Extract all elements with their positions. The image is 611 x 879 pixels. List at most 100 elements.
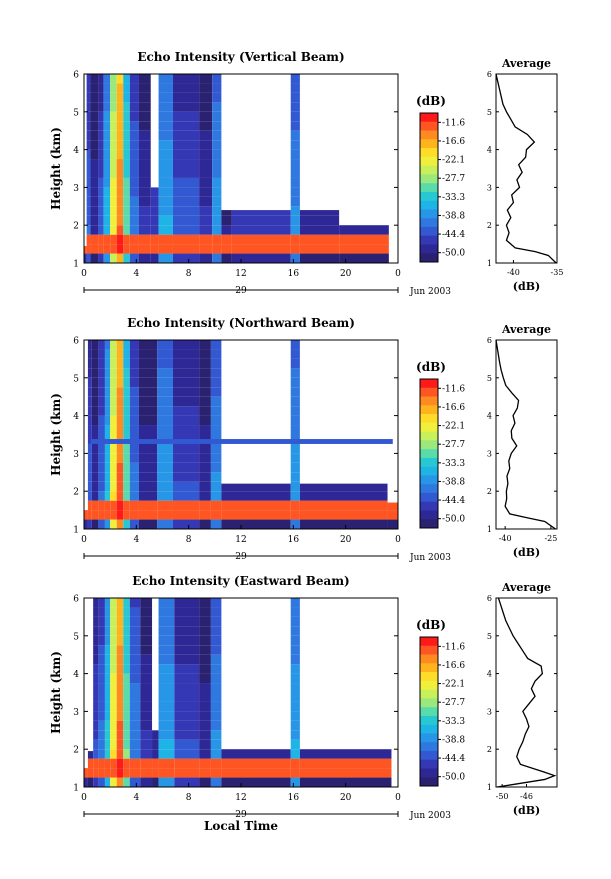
heatmap-cell: [98, 654, 105, 665]
heatmap-cell: [123, 739, 130, 750]
panel-title: Echo Intensity (Eastward Beam): [132, 574, 349, 588]
heatmap-cell: [91, 415, 99, 426]
heatmap-cell: [290, 472, 300, 482]
heatmap-cell: [210, 481, 222, 492]
colorbar-swatch: [420, 777, 438, 787]
heatmap-cell: [98, 768, 105, 778]
heatmap-cell: [174, 777, 200, 787]
heatmap-cell: [290, 510, 300, 520]
heatmap-cell: [157, 472, 173, 482]
heatmap-cell: [172, 406, 200, 416]
heatmap-cell: [110, 349, 117, 359]
heatmap-cell: [158, 253, 173, 263]
heatmap-cell: [138, 519, 158, 529]
heatmap-cell: [158, 83, 173, 93]
heatmap-cell: [116, 739, 124, 750]
heatmap-cell: [212, 159, 222, 169]
heatmap-cell: [158, 654, 175, 665]
heatmap-cell: [123, 83, 130, 93]
heatmap-cell: [138, 368, 158, 378]
heatmap-cell: [98, 396, 105, 407]
heatmap-cell: [199, 425, 211, 435]
heatmap-cell: [86, 130, 91, 141]
colorbar-swatch: [420, 492, 438, 502]
heatmap-cell: [299, 210, 340, 216]
heatmap-cell: [123, 415, 130, 426]
heatmap-cell: [172, 234, 200, 245]
y-axis-label: Height (km): [49, 393, 63, 476]
colorbar-swatch: [420, 191, 438, 201]
heatmap-cell: [199, 244, 213, 254]
heatmap-cell: [87, 425, 92, 435]
heatmap-cell: [129, 83, 139, 93]
heatmap-cell: [123, 777, 130, 787]
heatmap-cell: [290, 730, 300, 740]
heatmap-cell: [116, 453, 124, 463]
heatmap-cell: [290, 481, 300, 492]
heatmap-cell: [123, 749, 130, 759]
heatmap-cell: [116, 664, 124, 674]
heatmap-cell: [172, 159, 200, 169]
heatmap-cell: [110, 159, 117, 169]
colorbar-tick-label: -44.4: [442, 230, 465, 240]
y-axis-label: Height (km): [49, 651, 63, 734]
heatmap-cell: [93, 768, 99, 778]
heatmap-cell: [116, 598, 124, 608]
heatmap-cell: [210, 626, 222, 636]
heatmap-cell: [123, 130, 130, 141]
heatmap-cell: [158, 720, 175, 731]
heatmap-cell: [172, 244, 200, 254]
heatmap-cells: [84, 340, 398, 529]
heatmap-cell: [93, 598, 99, 608]
heatmap-cell: [157, 358, 173, 369]
heatmap-cell: [110, 654, 117, 665]
heatmap-cell: [172, 472, 200, 482]
heatmap-cell: [104, 692, 111, 702]
heatmap-cell: [210, 701, 222, 712]
heatmap-cell: [86, 140, 91, 150]
y-tick-label: 1: [73, 526, 79, 536]
heatmap-cell: [210, 664, 222, 674]
heatmap-cell: [152, 768, 159, 778]
colorbar-swatch: [420, 742, 438, 752]
heatmap-cell: [290, 244, 300, 254]
heatmap-cell: [172, 340, 200, 350]
heatmap-cell: [123, 616, 130, 627]
colorbar-swatch: [420, 501, 438, 511]
heatmap-cell: [98, 635, 105, 646]
panel-2: Echo Intensity (Eastward Beam) Height (km…: [49, 574, 558, 833]
average-y-tick-label: 6: [487, 70, 492, 79]
heatmap-cell: [110, 425, 117, 435]
heatmap-cell: [93, 626, 99, 636]
heatmap-cell: [199, 406, 211, 416]
heatmap-cell: [199, 415, 211, 426]
heatmap-cell: [199, 481, 211, 492]
heatmap-cell: [110, 406, 117, 416]
heatmap-cell: [86, 111, 91, 122]
heatmap-cell: [123, 425, 130, 435]
heatmap-cell: [138, 396, 158, 407]
heatmap-cell: [104, 491, 111, 501]
heatmap-cell: [116, 387, 124, 397]
heatmap-cell: [129, 140, 139, 150]
heatmap-cell: [212, 92, 222, 103]
heatmap-cell: [110, 187, 117, 197]
heatmap-cell: [158, 673, 175, 684]
colorbar-swatch: [420, 680, 438, 690]
heatmap-cell: [174, 768, 200, 778]
heatmap-cell: [116, 654, 124, 665]
y-tick-label: 5: [73, 108, 79, 118]
heatmap-cell: [212, 168, 222, 178]
heatmap-cell: [116, 616, 124, 627]
heatmap-cell: [110, 472, 117, 482]
heatmap-cell: [87, 777, 94, 787]
heatmap-cell: [199, 234, 213, 245]
x-tick-label: 4: [133, 269, 139, 279]
heatmap-cell: [123, 692, 130, 702]
heatmap-cell: [199, 443, 211, 454]
panel-1: Echo Intensity (Northward Beam) Height (k…: [49, 316, 558, 563]
heatmap-cell: [110, 443, 117, 454]
heatmap-cell: [129, 187, 139, 197]
heatmap-cell: [98, 616, 105, 627]
heatmap-cell: [174, 607, 200, 617]
